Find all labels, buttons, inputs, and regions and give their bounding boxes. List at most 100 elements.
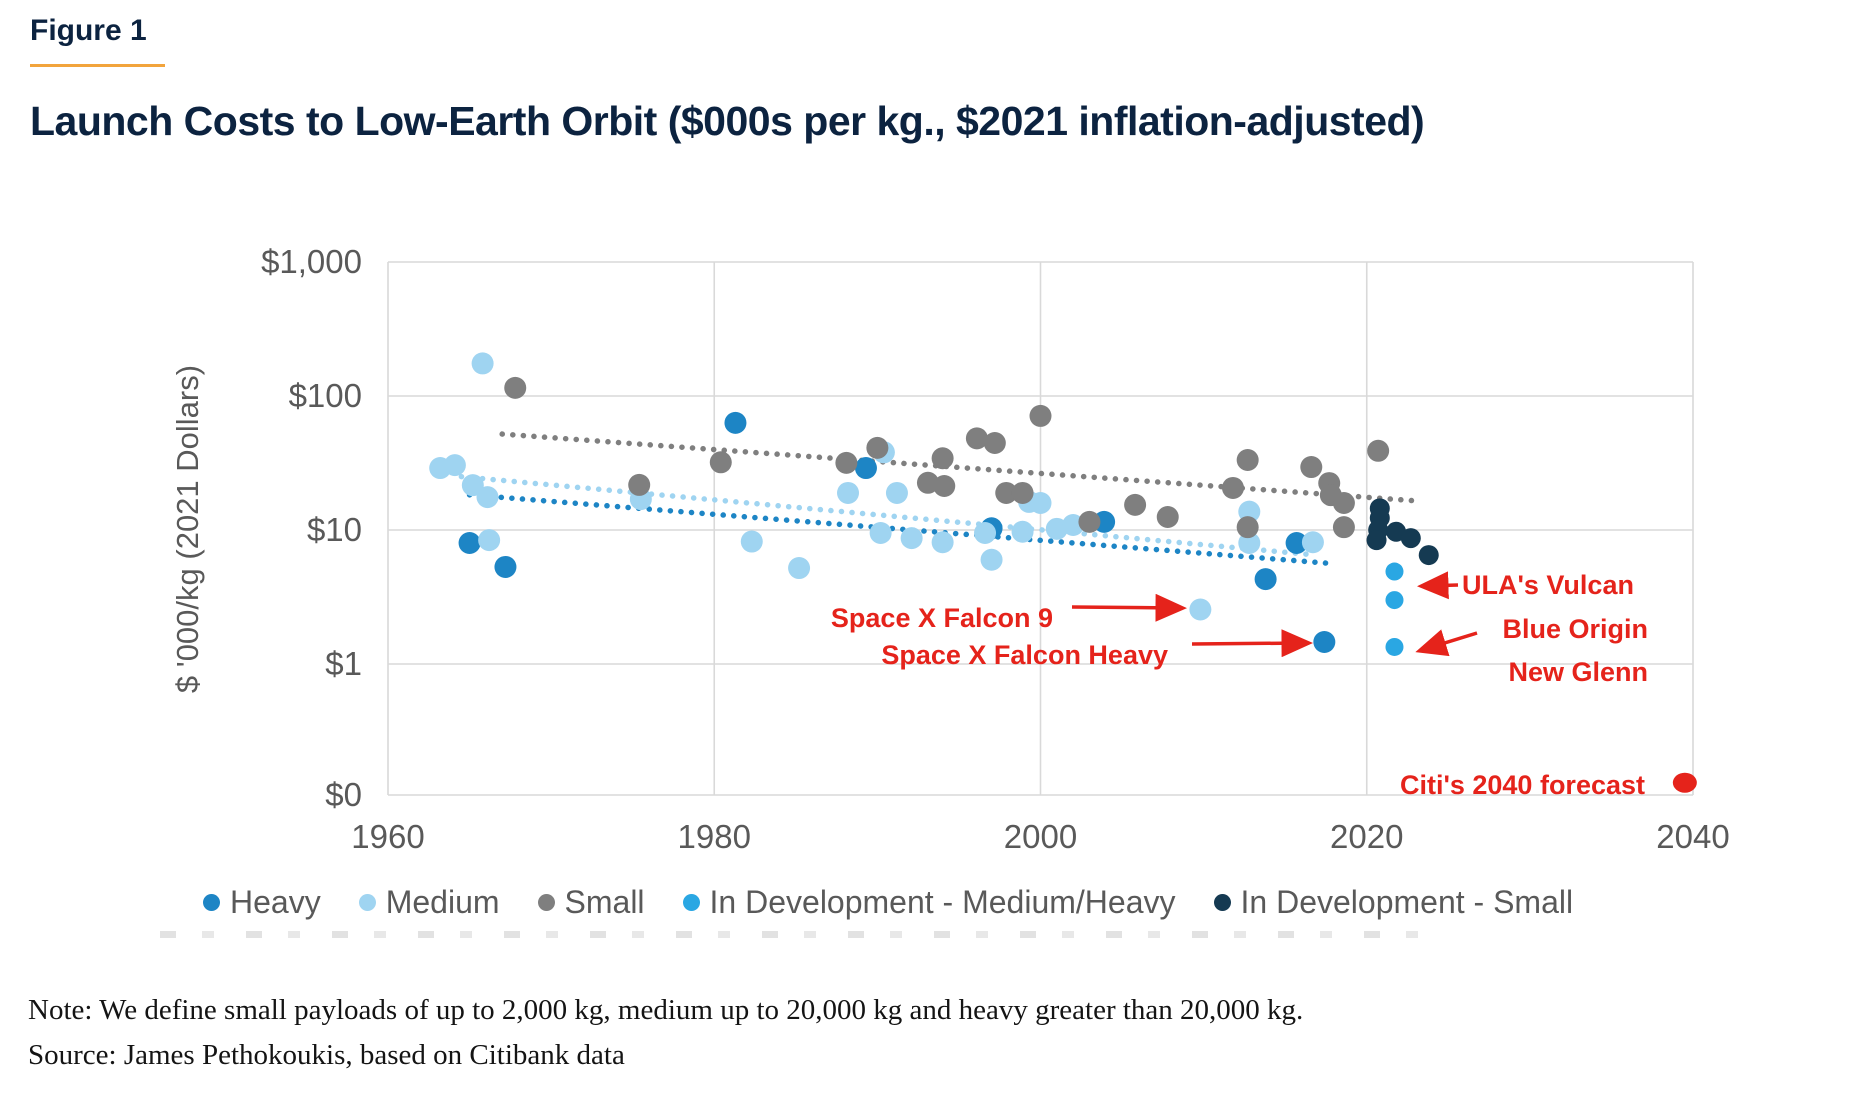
y-tick-label: $1,000 [261,243,362,280]
y-tick-label: $0 [325,776,362,813]
data-point [1418,545,1439,566]
data-point [900,527,923,550]
data-point [1238,531,1261,554]
data-point [1236,516,1259,539]
data-point [916,471,939,494]
legend-label: Small [564,884,645,920]
annotation-citi-forecast: Citi's 2040 forecast [1400,770,1645,800]
data-point [476,486,499,509]
data-point [443,454,466,477]
data-point [980,548,1003,571]
legend-item-small: Small [537,884,645,921]
annotation-arrow-new-glenn [1415,629,1478,657]
data-point [461,474,484,497]
data-point [1300,456,1323,479]
x-tick-label: 2020 [1330,818,1403,855]
y-axis-title: $ '000/kg (2021 Dollars) [170,365,205,693]
data-point [1385,637,1404,656]
source-text: Source: James Pethokoukis, based on Citi… [28,1039,625,1071]
legend-dot-icon [203,894,220,911]
annotation-arrow-falcon-heavy [1191,629,1313,658]
data-point [628,473,651,496]
data-point [1221,476,1244,499]
data-point [835,451,858,474]
data-point [1124,493,1147,516]
y-tick-label: $1 [325,645,362,682]
legend-dot-icon [682,894,700,911]
annotation-vulcan: ULA's Vulcan [1462,570,1634,600]
series-small [504,376,1390,539]
annotation-falcon-heavy: Space X Falcon Heavy [881,640,1168,670]
data-point [1385,591,1404,610]
data-point [740,530,763,553]
data-point [1189,598,1212,621]
note-text: Note: We define small payloads of up to … [28,994,1304,1026]
data-point [854,457,877,480]
legend-label: Medium [385,884,500,920]
y-tick-label: $10 [307,511,362,548]
data-point [788,557,811,580]
x-tick-label: 1960 [351,818,424,855]
annotation-arrow-falcon9 [1071,593,1187,622]
series-medium [429,352,1324,621]
x-tick-label: 2000 [1004,818,1077,855]
data-point [1062,513,1085,536]
forecast-dot [1672,772,1697,793]
legend-label: Heavy [230,884,321,920]
annotations: Space X Falcon 9 Space X Falcon Heavy ULA'… [831,570,1697,800]
y-tick-label: $100 [289,377,362,414]
data-point [1078,510,1101,533]
data-point [1011,481,1034,504]
chart-title: Launch Costs to Low-Earth Orbit ($000s p… [30,98,1425,144]
data-point [1236,448,1259,471]
legend-item-in-development-small: In Development - Small [1213,884,1574,921]
data-point [983,431,1006,454]
trendline-heavy [466,492,1337,567]
data-point [866,436,889,459]
data-point [1301,531,1324,554]
data-point [1156,506,1179,529]
data-point [1366,530,1387,551]
data-point [1400,528,1421,549]
data-point [885,481,908,504]
accent-rule [30,64,165,67]
legend-item-medium: Medium [358,884,500,921]
annotation-new-glenn: New Glenn [1508,657,1648,687]
trendline-medium [458,473,1310,557]
legend-label: In Development - Small [1240,884,1574,920]
data-point [724,411,747,434]
data-point [933,474,956,497]
series-in-development-medium-heavy [1385,562,1404,656]
data-point [478,529,501,552]
legend-label: In Development - Medium/Heavy [709,884,1176,920]
data-point [1029,492,1052,515]
x-tick-label: 1980 [678,818,751,855]
data-point [1332,516,1355,539]
data-point [1313,630,1336,653]
chart-legend: Heavy Medium Small In Development - Medium/… [203,884,1573,921]
data-point [869,521,892,544]
data-point [965,427,988,450]
figure-label: Figure 1 [30,14,147,47]
x-tick-label: 2040 [1656,818,1729,855]
series-in-development-small [1366,498,1439,566]
legend-dot-icon [358,894,376,911]
data-point [1332,492,1355,515]
legend-dot-icon [1213,894,1231,911]
data-point [1385,562,1404,581]
data-point [1285,531,1308,554]
data-point [458,531,481,554]
data-point [504,376,527,399]
cropped-text-strip [160,931,1430,938]
data-point [931,447,954,470]
data-point [837,481,860,504]
legend-dot-icon [537,894,555,911]
data-point [931,531,954,554]
data-point [974,521,997,544]
annotation-arrow-vulcan [1417,571,1459,600]
data-point [471,352,494,375]
data-point [1011,520,1034,543]
data-point [1254,568,1277,591]
